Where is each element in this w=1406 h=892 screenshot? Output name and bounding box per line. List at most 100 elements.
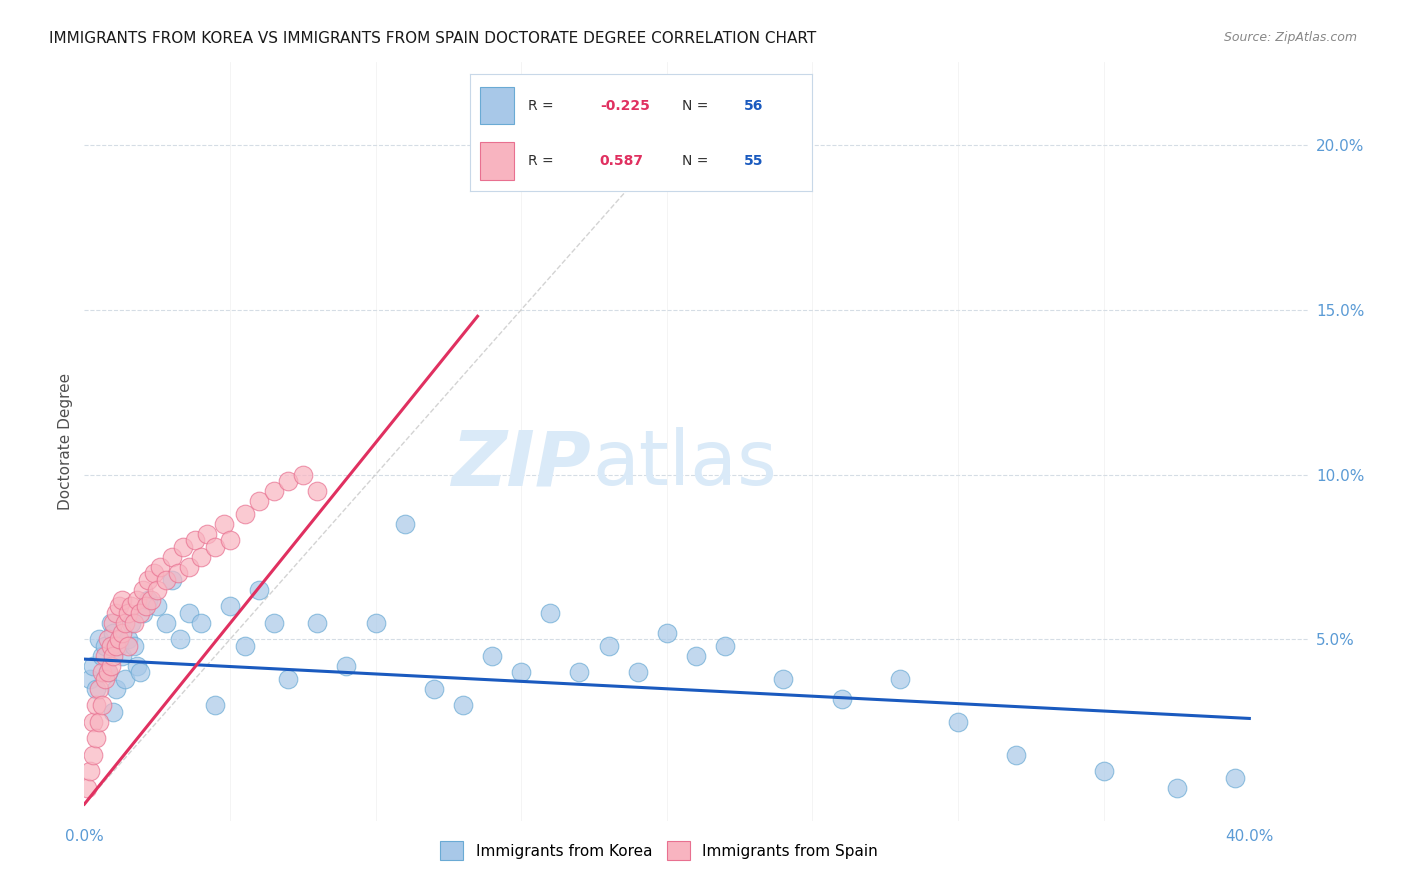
Point (97, 665, 120, 680)
Point (111, 625, 134, 640)
Point (172, 540, 194, 554)
Point (100, 639, 122, 653)
Point (190, 615, 212, 630)
Point (204, 698, 226, 713)
Point (97, 665, 120, 680)
Point (247, 494, 270, 508)
Point (82, 714, 104, 729)
Point (1092, 764, 1115, 779)
Point (93, 639, 115, 653)
Point (84, 731, 107, 746)
Text: IMMIGRANTS FROM KOREA VS IMMIGRANTS FROM SPAIN DOCTORATE DEGREE CORRELATION CHAR: IMMIGRANTS FROM KOREA VS IMMIGRANTS FROM… (49, 31, 817, 46)
Point (100, 615, 122, 630)
Point (277, 474, 299, 488)
Point (103, 625, 125, 640)
Point (291, 467, 314, 482)
Point (307, 483, 329, 498)
Point (155, 615, 177, 630)
Point (135, 599, 157, 614)
Point (103, 705, 125, 719)
Point (117, 632, 139, 647)
Point (195, 526, 218, 541)
Point (146, 599, 169, 614)
Point (160, 549, 183, 564)
Point (772, 672, 794, 686)
Point (394, 516, 416, 531)
Point (451, 698, 474, 713)
Point (143, 566, 166, 581)
Point (598, 639, 620, 653)
Point (831, 691, 853, 706)
Point (120, 615, 142, 630)
Point (117, 606, 139, 620)
Point (481, 648, 503, 663)
Point (219, 599, 242, 614)
Point (117, 639, 139, 653)
Point (79, 764, 101, 779)
Point (307, 615, 329, 630)
Point (131, 582, 153, 597)
Point (179, 559, 201, 574)
Point (335, 658, 357, 673)
Point (84, 698, 107, 713)
Point (90, 665, 112, 680)
Point (655, 625, 678, 640)
Point (87, 714, 110, 729)
Point (204, 540, 226, 554)
Y-axis label: Doctorate Degree: Doctorate Degree (58, 373, 73, 510)
Point (141, 592, 163, 607)
Text: Source: ZipAtlas.com: Source: ZipAtlas.com (1223, 31, 1357, 45)
Text: ZIP: ZIP (453, 427, 592, 501)
Point (108, 632, 131, 647)
Point (1166, 780, 1188, 795)
Point (889, 672, 911, 686)
Point (190, 549, 212, 564)
Legend: Immigrants from Korea, Immigrants from Spain: Immigrants from Korea, Immigrants from S… (434, 835, 884, 866)
Point (111, 592, 134, 607)
Point (946, 714, 969, 729)
Point (108, 599, 131, 614)
Point (103, 648, 125, 663)
Point (90, 698, 112, 713)
Point (160, 573, 183, 587)
Point (122, 615, 145, 630)
Point (120, 599, 142, 614)
Point (146, 582, 169, 597)
Point (510, 665, 533, 680)
Point (76, 780, 98, 795)
Point (685, 648, 707, 663)
Point (277, 672, 299, 686)
Point (87, 632, 110, 647)
Point (1223, 771, 1246, 785)
Point (423, 681, 446, 696)
Point (84, 681, 107, 696)
Point (568, 665, 591, 680)
Point (263, 483, 285, 498)
Point (128, 606, 150, 620)
Point (90, 648, 112, 663)
Point (212, 516, 235, 531)
Point (125, 592, 148, 607)
Point (103, 615, 125, 630)
Point (114, 672, 136, 686)
Point (149, 559, 172, 574)
Point (105, 681, 128, 696)
Point (364, 615, 387, 630)
Point (93, 648, 115, 663)
Point (179, 606, 201, 620)
Point (538, 606, 561, 620)
Point (79, 672, 101, 686)
Point (219, 533, 242, 548)
Point (114, 615, 136, 630)
Point (233, 639, 256, 653)
Point (627, 665, 650, 680)
Point (166, 566, 188, 581)
Point (138, 573, 160, 587)
Point (247, 582, 270, 597)
Point (87, 681, 110, 696)
Point (93, 672, 115, 686)
Point (263, 615, 285, 630)
Point (111, 648, 134, 663)
Point (138, 592, 160, 607)
Point (82, 747, 104, 762)
